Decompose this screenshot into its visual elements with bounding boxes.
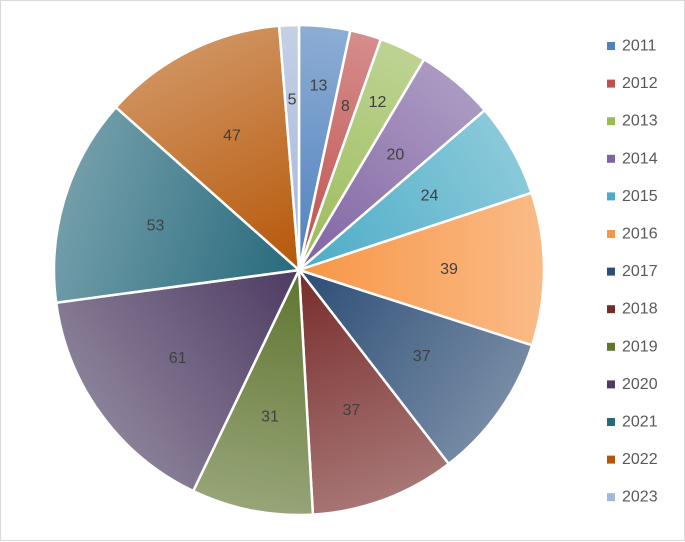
data-label-2012: 8 <box>341 98 350 115</box>
legend-label-2018: 2018 <box>622 301 658 318</box>
data-label-2018: 37 <box>343 402 361 419</box>
pie-slice-2017 <box>295 267 534 466</box>
data-label-2013: 12 <box>369 94 387 111</box>
data-label-2023: 5 <box>288 92 297 109</box>
data-label-2016: 39 <box>440 261 458 278</box>
pie-slice-2018 <box>297 266 451 516</box>
legend-label-2020: 2020 <box>622 376 658 393</box>
legend-label-2019: 2019 <box>622 338 658 355</box>
legend: 2011 2012 2013 2014 2015 2016 2017 2018 2019 2020… <box>607 38 658 506</box>
data-label-2019: 31 <box>261 409 279 426</box>
legend-swatch-2019 <box>607 342 615 351</box>
legend-swatch-2011 <box>607 42 615 50</box>
legend-label-2017: 2017 <box>622 263 658 280</box>
pie-slices <box>52 23 546 517</box>
legend-swatch-2022 <box>607 455 615 464</box>
legend-swatch-2013 <box>607 117 615 126</box>
legend-label-2015: 2015 <box>622 188 658 205</box>
data-label-2021: 53 <box>147 218 165 235</box>
legend-label-2013: 2013 <box>622 113 658 130</box>
data-label-2022: 47 <box>223 127 241 144</box>
pie-slice-2022 <box>114 24 301 274</box>
pie-slice-2016 <box>294 191 546 347</box>
data-label-2014: 20 <box>387 147 405 164</box>
legend-swatch-2015 <box>607 192 615 201</box>
data-label-2020: 61 <box>169 350 187 367</box>
data-label-2015: 24 <box>421 188 439 205</box>
legend-swatch-2018 <box>607 305 615 314</box>
data-labels: 13 8 12 20 24 39 37 37 31 61 53 47 5 <box>147 78 458 426</box>
legend-label-2021: 2021 <box>622 414 658 431</box>
legend-swatch-2020 <box>607 380 615 389</box>
data-label-2017: 37 <box>413 348 431 365</box>
legend-swatch-2014 <box>607 154 615 163</box>
pie-slice-2020 <box>54 268 302 493</box>
pie-slice-2019 <box>191 269 315 517</box>
legend-label-2016: 2016 <box>622 226 658 243</box>
legend-label-2011: 2011 <box>622 38 657 55</box>
legend-swatch-2023 <box>607 493 615 502</box>
legend-swatch-2021 <box>607 418 615 426</box>
legend-label-2022: 2022 <box>622 451 658 468</box>
legend-label-2014: 2014 <box>622 150 658 167</box>
legend-label-2023: 2023 <box>622 489 658 506</box>
legend-label-2012: 2012 <box>622 75 658 92</box>
pie-slice-2023 <box>277 23 301 271</box>
legend-swatch-2017 <box>607 267 615 276</box>
legend-swatch-2012 <box>607 79 615 88</box>
pie-slice-2021 <box>52 105 302 305</box>
data-label-2011: 13 <box>310 78 328 95</box>
legend-swatch-2016 <box>607 230 615 238</box>
